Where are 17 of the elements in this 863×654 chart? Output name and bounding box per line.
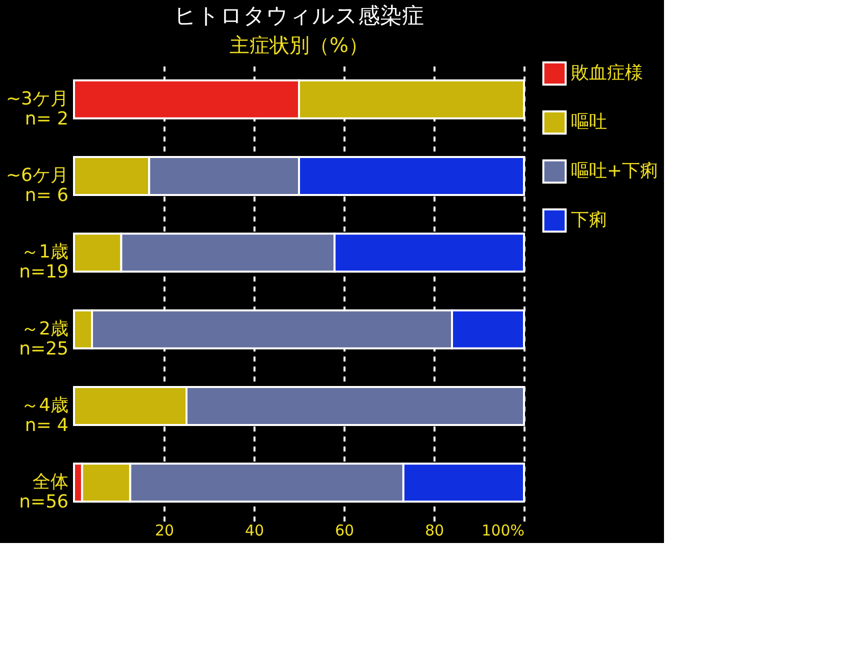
legend-label: 嘔吐 (571, 112, 607, 132)
x-tick-label: 20 (154, 522, 174, 540)
chart-subtitle: 主症状別（%） (229, 33, 369, 57)
legend-label: 下痢 (571, 210, 607, 230)
y-tick-label: 全体 n=56 (19, 472, 68, 513)
chart-title: ヒトロタウィルス感染症 (174, 4, 424, 29)
x-tick-label: 100% (482, 522, 524, 540)
y-tick-label: ~3ケ月 n= 2 (6, 88, 68, 130)
y-tick-label: ～1歳 n=19 (19, 242, 68, 283)
x-tick-label: 80 (424, 522, 444, 540)
legend-label: 嘔吐+下痢 (571, 160, 658, 182)
x-tick-label: 40 (244, 522, 264, 540)
legend-label: 敗血症様 (571, 62, 643, 84)
y-tick-label: ～4歳 n= 4 (21, 395, 68, 436)
x-tick-label: 60 (334, 522, 354, 540)
y-tick-label: ～2歳 n=25 (19, 318, 68, 360)
y-tick-label: ~6ケ月 n= 6 (6, 165, 68, 206)
